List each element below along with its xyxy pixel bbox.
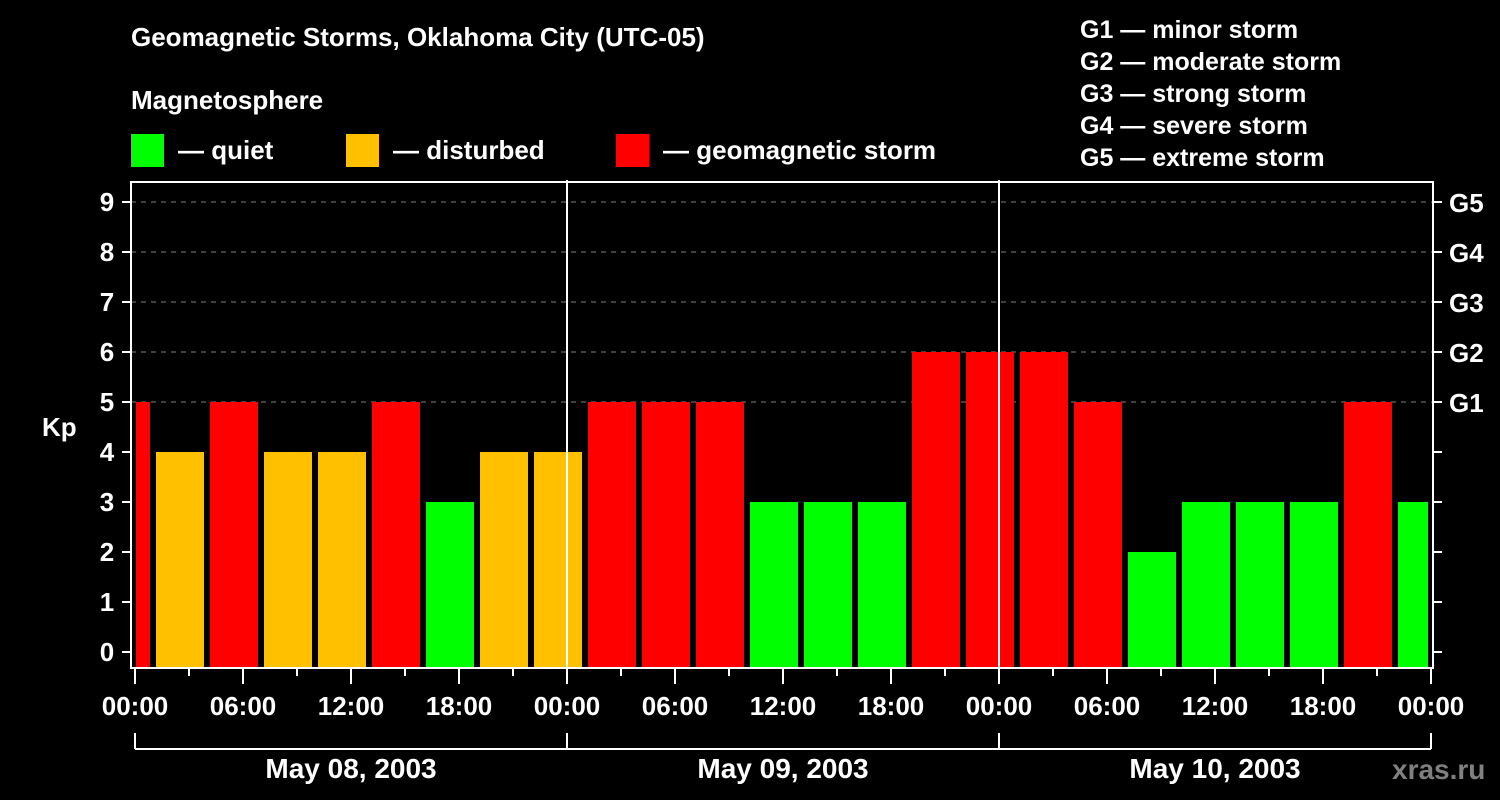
kp-bar xyxy=(264,452,312,667)
y-tick-label: 7 xyxy=(100,287,114,317)
date-label: May 10, 2003 xyxy=(1129,753,1301,784)
g-scale-item: G5 — extreme storm xyxy=(1080,144,1325,172)
y-tick-label: 9 xyxy=(100,187,114,217)
kp-bar xyxy=(210,402,258,667)
chart-title: Geomagnetic Storms, Oklahoma City (UTC-0… xyxy=(131,22,705,52)
g-level-label: G2 xyxy=(1449,338,1484,368)
g-level-label: G3 xyxy=(1449,288,1484,318)
watermark: xras.ru xyxy=(1392,754,1486,785)
kp-bar xyxy=(1182,502,1230,667)
kp-bar xyxy=(642,402,690,667)
quiet-swatch-icon xyxy=(131,134,164,167)
g-scale-item: G2 — moderate storm xyxy=(1080,48,1342,76)
kp-bar xyxy=(534,452,582,667)
kp-bar xyxy=(1344,402,1392,667)
x-tick-label: 12:00 xyxy=(1182,691,1249,721)
kp-bar xyxy=(1236,502,1284,667)
y-tick-label: 3 xyxy=(100,487,114,517)
storm-swatch-icon xyxy=(616,134,649,167)
x-tick-label: 12:00 xyxy=(318,691,385,721)
kp-bar xyxy=(1290,502,1338,667)
kp-bar xyxy=(912,352,960,667)
kp-bar xyxy=(156,452,204,667)
g-level-label: G1 xyxy=(1449,388,1484,418)
x-tick-label: 18:00 xyxy=(1290,691,1357,721)
kp-bar xyxy=(750,502,798,667)
legend-label: — geomagnetic storm xyxy=(663,135,937,165)
date-label: May 08, 2003 xyxy=(265,753,437,784)
x-tick-label: 06:00 xyxy=(1074,691,1141,721)
g-scale-item: G1 — minor storm xyxy=(1080,16,1299,44)
g-level-label: G4 xyxy=(1449,238,1484,268)
y-tick-label: 2 xyxy=(100,537,114,567)
g-scale-item: G4 — severe storm xyxy=(1080,112,1308,140)
x-tick-label: 18:00 xyxy=(426,691,493,721)
y-tick-label: 4 xyxy=(100,437,115,467)
kp-bar xyxy=(136,402,150,667)
y-tick-label: 0 xyxy=(100,637,114,667)
kp-bar xyxy=(1398,502,1428,667)
disturbed-swatch-icon xyxy=(346,134,379,167)
y-tick-label: 8 xyxy=(100,237,114,267)
y-axis-label: Kp xyxy=(42,412,77,442)
kp-bar xyxy=(858,502,906,667)
y-tick-label: 6 xyxy=(100,337,114,367)
legend-quiet: — quiet xyxy=(131,134,273,167)
kp-bar xyxy=(318,452,366,667)
legend-disturbed: — disturbed xyxy=(346,134,545,167)
x-tick-label: 06:00 xyxy=(642,691,709,721)
kp-bar xyxy=(966,352,1014,667)
g-scale-legend: G1 — minor storm G2 — moderate storm G3 … xyxy=(1080,14,1341,174)
g-level-label: G5 xyxy=(1449,188,1484,218)
legend-label: — disturbed xyxy=(393,135,545,165)
date-label: May 09, 2003 xyxy=(697,753,869,784)
kp-bar xyxy=(696,402,744,667)
chart-subtitle: Magnetosphere xyxy=(131,85,324,115)
kp-bar xyxy=(372,402,420,667)
kp-bar xyxy=(1128,552,1176,667)
kp-bar xyxy=(426,502,474,667)
x-tick-label: 00:00 xyxy=(1398,691,1465,721)
x-tick-label: 00:00 xyxy=(534,691,601,721)
kp-bar xyxy=(804,502,852,667)
legend-label: — quiet xyxy=(178,135,274,165)
x-tick-label: 18:00 xyxy=(858,691,925,721)
x-tick-label: 06:00 xyxy=(210,691,277,721)
g-scale-item: G3 — strong storm xyxy=(1080,80,1307,108)
y-tick-label: 5 xyxy=(100,387,114,417)
y-tick-label: 1 xyxy=(100,587,114,617)
x-tick-label: 12:00 xyxy=(750,691,817,721)
kp-bar xyxy=(1074,402,1122,667)
kp-bar xyxy=(588,402,636,667)
kp-bar xyxy=(1020,352,1068,667)
x-tick-label: 00:00 xyxy=(966,691,1033,721)
legend-storm: — geomagnetic storm xyxy=(616,134,936,167)
x-tick-label: 00:00 xyxy=(102,691,169,721)
kp-bar xyxy=(480,452,528,667)
